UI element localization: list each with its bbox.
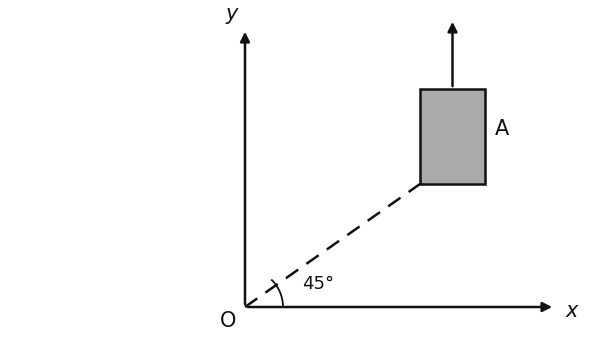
Text: 45°: 45°: [302, 275, 334, 293]
Text: A: A: [495, 119, 509, 139]
Text: x: x: [566, 301, 578, 321]
Text: y: y: [226, 4, 238, 24]
Bar: [420, 89, 485, 184]
Text: O: O: [220, 311, 236, 331]
